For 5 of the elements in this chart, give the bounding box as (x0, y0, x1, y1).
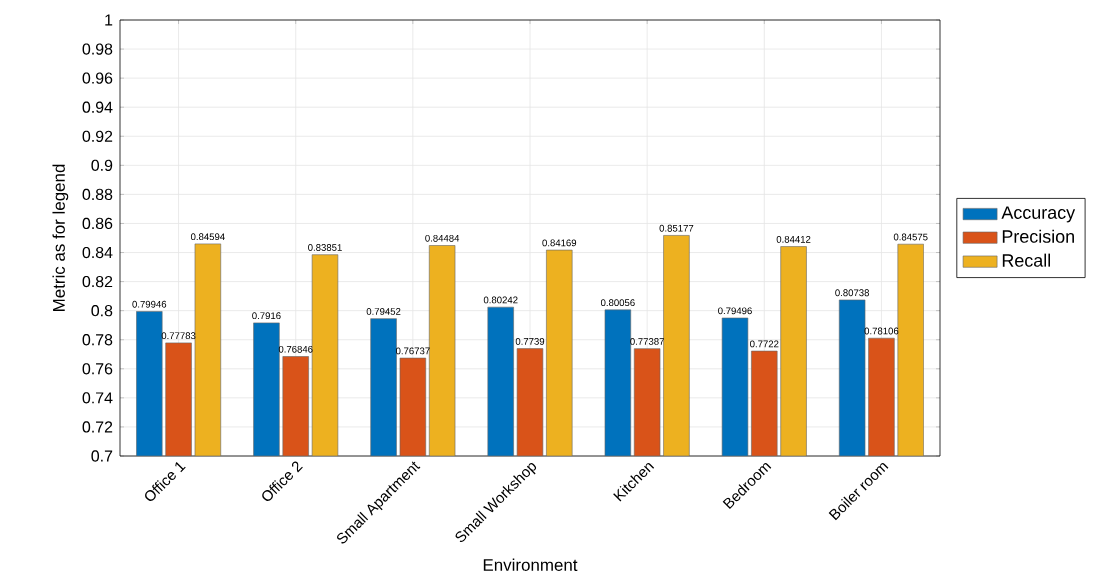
y-axis-title: Metric as for legend (52, 164, 69, 311)
legend-label: Accuracy (1001, 206, 1076, 223)
x-axis-title: Environment (483, 558, 578, 571)
legend-label: Precision (1002, 229, 1074, 243)
legend-label: Recall (1002, 253, 1050, 267)
